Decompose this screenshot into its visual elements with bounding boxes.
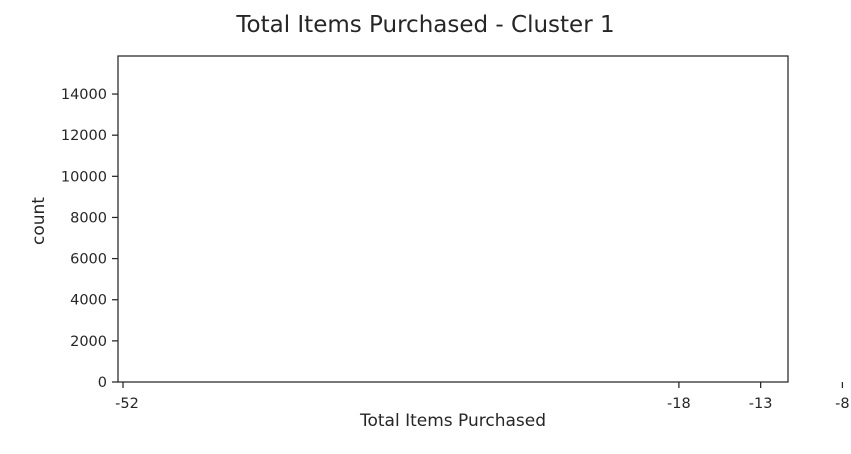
x-tick-label: -18 bbox=[667, 396, 691, 412]
plot-frame bbox=[117, 55, 789, 383]
y-tick-label: 2000 bbox=[70, 334, 107, 350]
y-tick-label: 6000 bbox=[70, 252, 107, 268]
x-tick-label: -52 bbox=[115, 396, 139, 412]
y-tick-label: 4000 bbox=[70, 293, 107, 309]
x-axis-label: Total Items Purchased bbox=[359, 411, 547, 431]
x-tick-label: -13 bbox=[749, 396, 773, 412]
x-tick-label: -8 bbox=[835, 396, 849, 412]
y-axis-label: count bbox=[29, 197, 49, 245]
y-tick-label: 0 bbox=[98, 375, 107, 391]
chart-title: Total Items Purchased - Cluster 1 bbox=[236, 12, 615, 38]
y-tick-label: 14000 bbox=[61, 87, 107, 103]
y-tick-label: 12000 bbox=[61, 128, 107, 144]
y-tick-label: 10000 bbox=[61, 169, 107, 185]
y-tick-label: 8000 bbox=[70, 210, 107, 226]
